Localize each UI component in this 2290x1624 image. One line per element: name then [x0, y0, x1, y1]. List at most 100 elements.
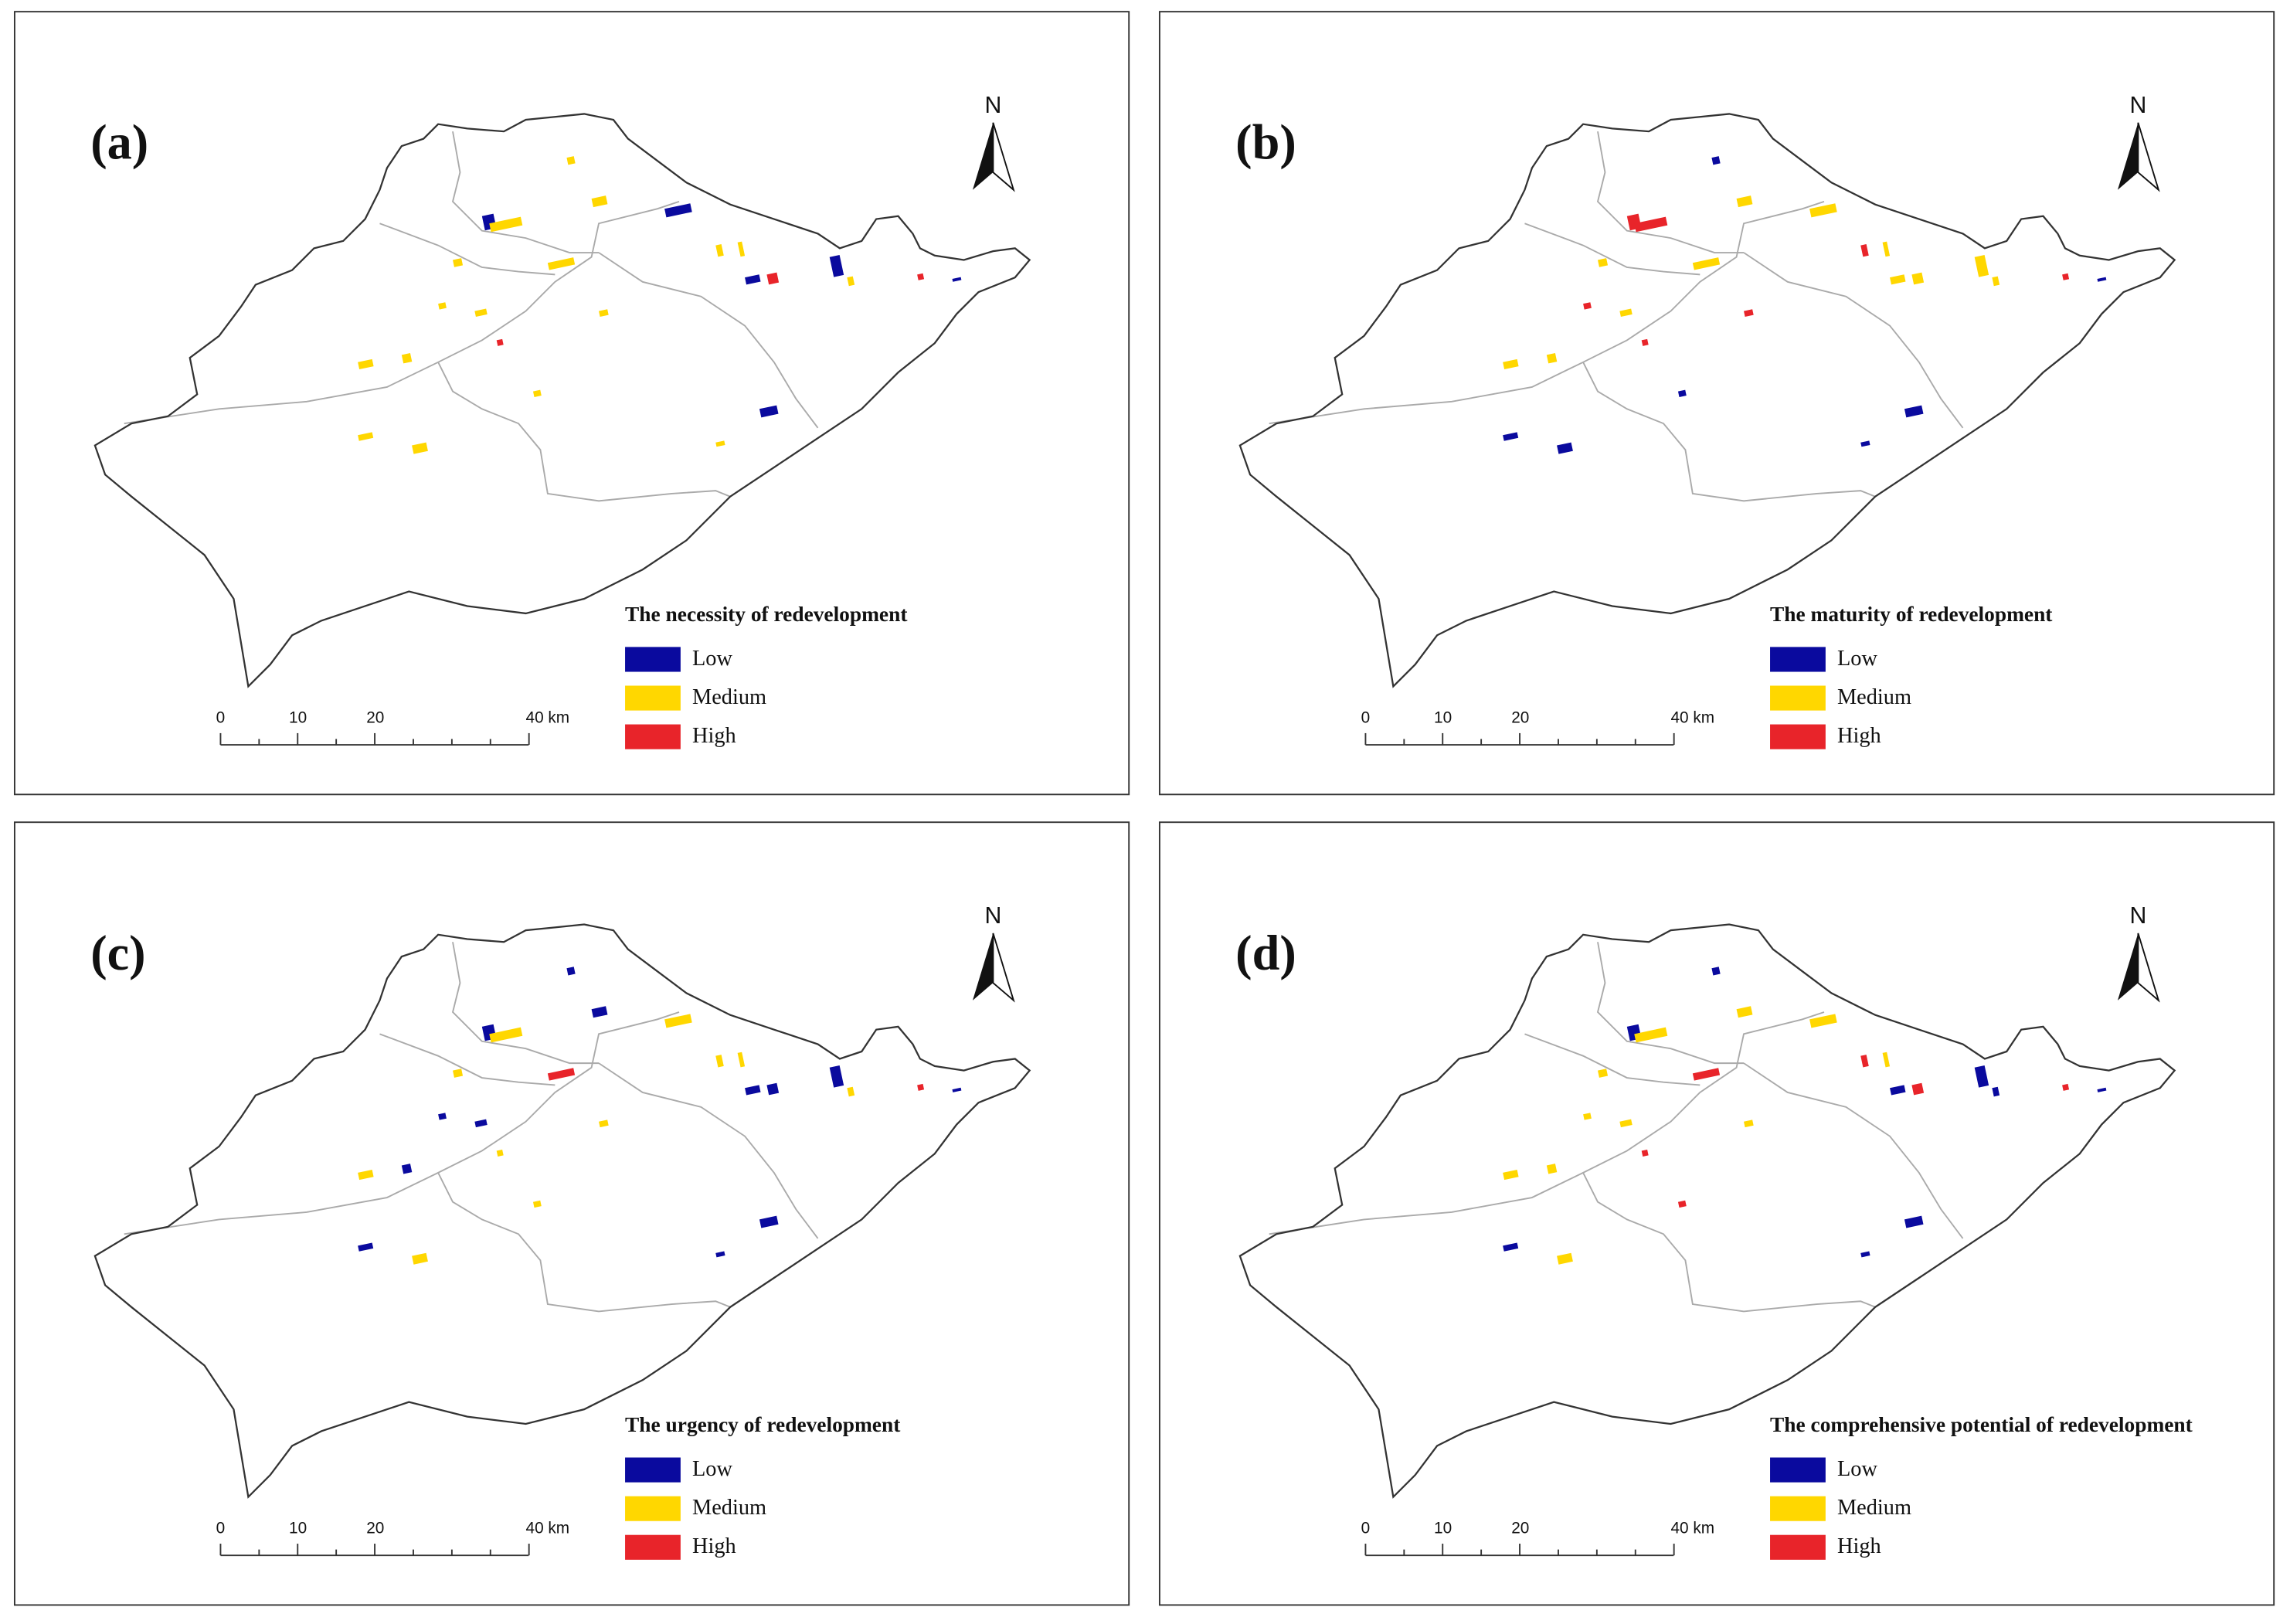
- parcel: [737, 1052, 746, 1068]
- parcel: [412, 1252, 428, 1265]
- legend-swatch: [1770, 685, 1826, 711]
- scale-label: 40 km: [1671, 709, 1715, 727]
- parcel: [1904, 405, 1924, 418]
- parcel: [1619, 1119, 1633, 1128]
- legend-label: High: [1837, 1534, 1881, 1558]
- parcel: [1992, 1086, 2000, 1097]
- panel-label: (d): [1235, 926, 1296, 980]
- parcel: [412, 442, 428, 454]
- legend-label: Medium: [692, 685, 766, 709]
- parcel: [829, 254, 844, 277]
- scale-label: 40 km: [1671, 1520, 1715, 1537]
- parcel: [1711, 967, 1721, 976]
- scale-label: 20: [366, 1520, 384, 1537]
- parcel: [1619, 308, 1633, 318]
- legend-label: Medium: [692, 1496, 766, 1520]
- legend-swatch: [625, 1534, 681, 1560]
- parcel: [1557, 1252, 1573, 1265]
- legend-swatch: [1770, 1534, 1826, 1560]
- parcel: [715, 1251, 725, 1258]
- parcel: [591, 1006, 608, 1018]
- parcel: [496, 338, 504, 346]
- legend-label: Medium: [1837, 1496, 1911, 1520]
- parcel: [1860, 1055, 1869, 1068]
- panel-frame: [13, 821, 1130, 1606]
- parcel: [917, 1083, 925, 1091]
- parcel: [759, 405, 779, 418]
- parcel: [474, 1119, 488, 1128]
- parcel: [917, 273, 925, 280]
- parcel: [547, 257, 576, 270]
- parcel: [599, 309, 609, 318]
- parcel: [1890, 1085, 1906, 1096]
- parcel: [1692, 1068, 1721, 1081]
- parcel: [745, 274, 761, 285]
- parcel: [759, 1215, 779, 1228]
- parcel: [1597, 1069, 1609, 1078]
- legend-swatch: [625, 685, 681, 711]
- parcel: [358, 432, 374, 441]
- parcel: [1711, 156, 1721, 165]
- scale-label: 10: [1434, 709, 1452, 727]
- legend-label: High: [692, 1534, 736, 1558]
- legend-swatch: [625, 1496, 681, 1521]
- legend-label: High: [1837, 724, 1881, 748]
- scale-label: 40 km: [526, 1520, 570, 1537]
- legend-label: Low: [692, 647, 732, 671]
- parcel: [1809, 203, 1837, 218]
- panel-label: (b): [1235, 115, 1296, 170]
- parcel: [1882, 1052, 1891, 1068]
- parcel: [1546, 352, 1558, 364]
- legend-title: The urgency of redevelopment: [625, 1413, 900, 1436]
- parcel: [358, 1242, 374, 1252]
- parcel: [1860, 440, 1870, 447]
- north-arrow: [2137, 933, 2160, 1003]
- legend-swatch: [1770, 1496, 1826, 1521]
- parcel: [401, 1164, 413, 1174]
- parcel: [1677, 1200, 1687, 1208]
- parcel: [766, 272, 780, 285]
- parcel: [489, 216, 523, 233]
- scale-label: 20: [1511, 709, 1529, 727]
- parcel: [829, 1065, 844, 1088]
- parcel: [1583, 1113, 1592, 1120]
- panel-frame: [1158, 821, 2275, 1606]
- parcel: [358, 1169, 374, 1181]
- legend-swatch: [625, 647, 681, 672]
- parcel: [715, 243, 724, 257]
- legend-title: The comprehensive potential of redevelop…: [1770, 1413, 2193, 1436]
- legend-label: Low: [692, 1457, 732, 1481]
- scale-label: 0: [216, 1520, 226, 1537]
- parcel: [1641, 1149, 1649, 1157]
- scale-label: 0: [1361, 1520, 1371, 1537]
- parcel: [2097, 277, 2107, 282]
- legend-label: Medium: [1837, 685, 1911, 709]
- parcel: [401, 352, 413, 364]
- parcel: [1557, 442, 1573, 454]
- north-arrow: [992, 122, 1015, 192]
- panel-frame: [13, 11, 1130, 796]
- parcel: [591, 195, 608, 208]
- legend-swatch: [1770, 724, 1826, 749]
- parcel: [715, 1055, 724, 1068]
- parcel: [2097, 1087, 2107, 1092]
- parcel: [453, 1069, 464, 1078]
- scale-label: 20: [1511, 1520, 1529, 1537]
- parcel: [847, 1086, 855, 1097]
- parcel: [1597, 258, 1609, 267]
- legend-label: High: [692, 724, 736, 748]
- parcel: [547, 1068, 576, 1081]
- parcel: [1736, 1006, 1753, 1018]
- panel-label: (c): [90, 926, 145, 980]
- parcel: [438, 1113, 447, 1120]
- parcel: [1911, 1082, 1925, 1096]
- parcel: [737, 241, 746, 257]
- parcel: [766, 1082, 780, 1096]
- panel-frame: [1158, 11, 2275, 796]
- parcel: [532, 389, 542, 397]
- legend-title: The maturity of redevelopment: [1770, 603, 2052, 626]
- parcel: [1692, 257, 1721, 270]
- parcel: [1882, 241, 1891, 257]
